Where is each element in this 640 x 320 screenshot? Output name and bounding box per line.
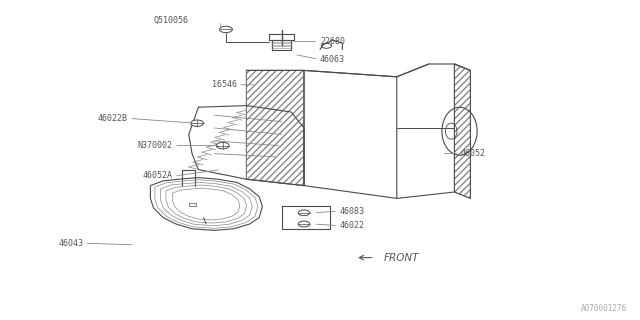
Text: 46022B: 46022B xyxy=(98,114,128,123)
Circle shape xyxy=(298,221,310,227)
Circle shape xyxy=(216,142,229,149)
Text: 46052A: 46052A xyxy=(143,172,173,180)
Text: 46083: 46083 xyxy=(339,207,364,216)
Polygon shape xyxy=(246,70,304,186)
Circle shape xyxy=(191,120,204,126)
Text: 46043: 46043 xyxy=(58,239,83,248)
Text: 22680: 22680 xyxy=(320,37,345,46)
Text: 16546: 16546 xyxy=(212,80,237,89)
Bar xyxy=(189,203,196,206)
Text: N370002: N370002 xyxy=(138,141,173,150)
Text: FRONT: FRONT xyxy=(384,252,419,263)
Text: 46063: 46063 xyxy=(320,55,345,64)
Text: 46022: 46022 xyxy=(339,221,364,230)
Circle shape xyxy=(298,210,310,216)
Polygon shape xyxy=(150,178,262,230)
Text: A070001276: A070001276 xyxy=(581,304,627,313)
Text: Q510056: Q510056 xyxy=(154,16,189,25)
Text: 46052: 46052 xyxy=(461,149,486,158)
